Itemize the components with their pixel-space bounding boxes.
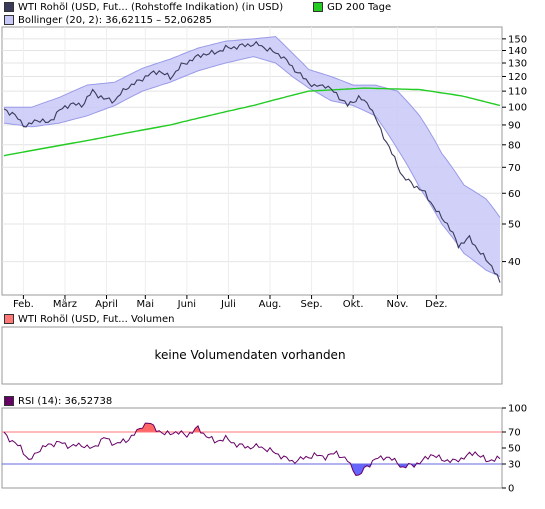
- rsi-panel: 0 30 50 70 100: [1, 404, 527, 495]
- x-tick-label: Feb.: [13, 299, 34, 310]
- price-y-tick-label: 130: [508, 58, 527, 69]
- legend-main: WTI Rohöl (USD, Fut... (Rohstoffe Indika…: [4, 1, 391, 13]
- price-y-tick-label: 60: [508, 189, 521, 200]
- legend-bollinger: Bollinger (20, 2): 36,62115 – 52,06285: [4, 14, 212, 26]
- no-volume-message: keine Volumendaten vorhanden: [154, 348, 346, 362]
- bollinger-swatch-icon: [4, 15, 14, 25]
- x-tick-label: Mai: [137, 299, 155, 310]
- price-y-tick-label: 110: [508, 87, 527, 98]
- rsi-y-axis: 0 30 50 70 100: [502, 404, 527, 495]
- price-y-tick-label: 40: [508, 257, 521, 268]
- rsi-line: [3, 422, 501, 477]
- price-y-tick-label: 120: [508, 72, 527, 83]
- rsi-overbought-fill: [134, 423, 201, 432]
- x-tick-label: Aug.: [259, 299, 282, 310]
- ma-swatch-icon: [313, 2, 324, 12]
- legend-bollinger-label: Bollinger (20, 2): 36,62115 – 52,06285: [18, 14, 213, 26]
- legend-volume: WTI Rohöl (USD, Fut... Volumen: [4, 313, 175, 325]
- x-tick-label: Dez.: [425, 299, 447, 310]
- ma200-line: [3, 87, 501, 157]
- price-y-tick-label: 140: [508, 46, 527, 57]
- x-tick-label: Juli: [220, 299, 236, 310]
- price-y-tick-label: 80: [508, 140, 521, 151]
- legend-volume-label: WTI Rohöl (USD, Fut... Volumen: [18, 313, 175, 325]
- rsi-swatch-icon: [4, 396, 14, 406]
- price-y-tick-label: 150: [508, 34, 527, 45]
- volume-swatch-icon: [4, 314, 14, 324]
- x-tick-label: März: [53, 299, 77, 310]
- legend-main-label: WTI Rohöl (USD, Fut... (Rohstoffe Indika…: [18, 1, 284, 13]
- legend-rsi: RSI (14): 36,52738: [4, 395, 112, 407]
- rsi-y-tick-label: 50: [508, 444, 521, 455]
- x-tick-label: April: [95, 299, 118, 310]
- rsi-y-tick-label: 30: [508, 460, 521, 471]
- price-line: [3, 40, 501, 283]
- price-y-tick-label: 70: [508, 163, 521, 174]
- x-tick-label: Nov.: [387, 299, 409, 310]
- price-swatch-icon: [4, 2, 14, 12]
- x-tick-label: Juni: [177, 299, 196, 310]
- x-tick-label: Okt.: [343, 299, 364, 310]
- price-y-tick-label: 50: [508, 219, 521, 230]
- bollinger-lower-line: [3, 56, 501, 278]
- rsi-y-tick-label: 0: [508, 484, 514, 495]
- price-y-tick-label: 90: [508, 120, 521, 131]
- x-tick-label: Sep.: [301, 299, 323, 310]
- volume-frame: [1, 326, 503, 385]
- bollinger-upper-line: [4, 36, 501, 218]
- rsi-y-tick-label: 70: [508, 428, 521, 439]
- rsi-y-tick-label: 100: [508, 404, 527, 415]
- x-axis: Feb. März April Mai Juni Juli Aug. Sep. Okt. Nov.…: [13, 295, 447, 310]
- legend-rsi-label: RSI (14): 36,52738: [18, 395, 113, 407]
- price-y-tick-label: 100: [508, 103, 527, 114]
- legend-ma-label: GD 200 Tage: [327, 1, 392, 13]
- bollinger-band: [4, 36, 500, 277]
